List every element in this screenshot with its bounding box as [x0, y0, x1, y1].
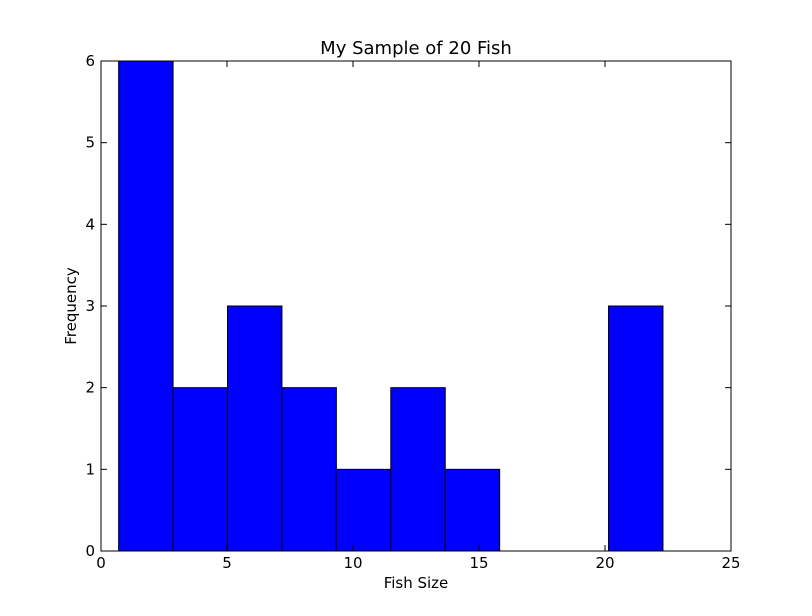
x-tick-label: 5 [222, 554, 232, 572]
x-axis-label: Fish Size [384, 574, 449, 592]
x-tick-label: 25 [721, 554, 740, 572]
bar [227, 305, 283, 552]
y-tick-label: 6 [85, 52, 95, 70]
y-tick-label: 5 [85, 134, 95, 152]
chart-title: My Sample of 20 Fish [320, 38, 512, 59]
bar [118, 60, 174, 552]
x-tick-label: 0 [96, 554, 106, 572]
y-tick-label: 2 [85, 379, 95, 397]
bar [444, 468, 501, 552]
y-tick-label: 0 [85, 542, 95, 560]
x-tick-label: 20 [595, 554, 614, 572]
bar [335, 468, 392, 552]
y-tick-label: 4 [85, 215, 95, 233]
y-axis-label: Frequency [62, 267, 80, 345]
bar [608, 305, 664, 552]
bar [390, 387, 446, 552]
y-tick-label: 1 [85, 460, 95, 478]
x-tick-label: 15 [469, 554, 488, 572]
bar [281, 387, 337, 552]
y-tick-label: 3 [85, 297, 95, 315]
x-tick-label: 10 [343, 554, 362, 572]
bar [172, 387, 229, 552]
